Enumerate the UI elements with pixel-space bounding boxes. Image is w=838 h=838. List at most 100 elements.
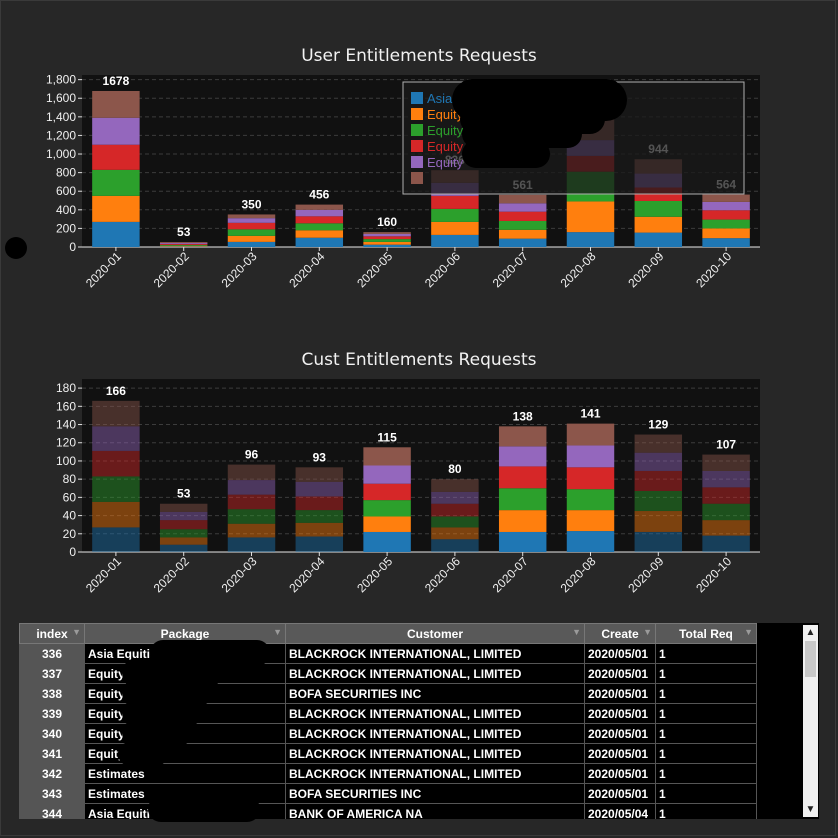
column-header-customer[interactable]: Customer ▼ bbox=[285, 623, 585, 644]
y-tick-label: 80 bbox=[63, 472, 77, 486]
bar-total-label: 115 bbox=[377, 430, 397, 444]
column-header-index[interactable]: index ▼ bbox=[19, 623, 85, 644]
filter-icon[interactable]: ▼ bbox=[643, 627, 652, 637]
bar-segment bbox=[566, 232, 615, 247]
y-tick-label: 160 bbox=[56, 399, 76, 413]
bar-segment bbox=[498, 238, 547, 247]
cell-index: 338 bbox=[19, 683, 85, 704]
cell-customer: BLACKROCK INTERNATIONAL, LIMITED bbox=[285, 643, 585, 664]
redaction-dot bbox=[5, 237, 27, 259]
bar-segment bbox=[363, 233, 411, 237]
bar-segment bbox=[634, 511, 683, 532]
bar-segment bbox=[159, 243, 208, 245]
filter-icon[interactable]: ▼ bbox=[572, 627, 581, 637]
y-tick-label: 100 bbox=[56, 454, 76, 468]
table-row[interactable]: 343 Estimates BOFA SECURITIES INC 2020/05/0… bbox=[19, 783, 757, 804]
bar-segment bbox=[92, 450, 140, 477]
bar-segment bbox=[295, 467, 344, 482]
bar-segment bbox=[431, 195, 479, 209]
bar-segment bbox=[566, 423, 615, 446]
bar-segment bbox=[363, 241, 411, 245]
bar-segment bbox=[498, 510, 547, 532]
bar-segment bbox=[566, 510, 615, 532]
bar-segment bbox=[92, 169, 140, 196]
cell-index: 336 bbox=[19, 643, 85, 664]
cell-package: Equity | bbox=[84, 743, 286, 764]
bar-segment bbox=[363, 232, 411, 234]
cell-create: 2020/05/01 bbox=[584, 763, 656, 784]
bar-segment bbox=[92, 117, 140, 145]
x-tick-label: 2020-08 bbox=[558, 554, 599, 595]
bar-total-label: 350 bbox=[241, 197, 261, 211]
cell-total-req: 1 bbox=[655, 643, 757, 664]
table-row[interactable]: 344 Asia Equities BANK OF AMERICA NA 2020/0… bbox=[19, 803, 757, 819]
bar-segment bbox=[227, 229, 276, 236]
bar-total-label: 107 bbox=[716, 438, 736, 452]
cell-total-req: 1 bbox=[655, 683, 757, 704]
bar-segment bbox=[498, 426, 547, 447]
bar-total-label: 160 bbox=[377, 215, 397, 229]
bar-total-label: 93 bbox=[313, 450, 327, 464]
column-header-package[interactable]: Package ▼ bbox=[84, 623, 286, 644]
bar-segment bbox=[702, 520, 750, 536]
cell-create: 2020/05/04 bbox=[584, 803, 656, 819]
arrow-down-icon[interactable]: ▼ bbox=[805, 804, 816, 815]
redaction-mark bbox=[122, 720, 192, 746]
cell-index: 341 bbox=[19, 743, 85, 764]
bar-segment bbox=[159, 245, 208, 247]
y-tick-label: 200 bbox=[56, 221, 76, 235]
scrollbar-thumb[interactable] bbox=[805, 641, 816, 677]
redaction-mark bbox=[118, 742, 168, 766]
bar-segment bbox=[702, 219, 750, 229]
table-scrollbar[interactable]: ▲ ▼ bbox=[803, 625, 818, 817]
filter-icon[interactable]: ▼ bbox=[273, 627, 282, 637]
bar-segment bbox=[566, 489, 615, 511]
bar-segment bbox=[363, 500, 411, 517]
cell-create: 2020/05/01 bbox=[584, 683, 656, 704]
y-tick-label: 400 bbox=[56, 203, 76, 217]
bar-segment bbox=[431, 527, 479, 540]
cell-create: 2020/05/01 bbox=[584, 703, 656, 724]
bar-total-label: 53 bbox=[177, 225, 191, 239]
bar-segment bbox=[92, 426, 140, 451]
legend-swatch bbox=[411, 172, 423, 184]
bar-segment bbox=[702, 503, 750, 521]
table-row[interactable]: 338 Equity | BOFA SECURITIES INC 2020/05/01… bbox=[19, 683, 757, 704]
bar-segment bbox=[702, 194, 750, 202]
column-header-total-req[interactable]: Total Req ▼ bbox=[655, 623, 757, 644]
x-tick-label: 2020-04 bbox=[286, 554, 327, 595]
bar-total-label: 96 bbox=[245, 448, 259, 462]
filter-icon[interactable]: ▼ bbox=[72, 627, 81, 637]
bar-total-label: 53 bbox=[177, 487, 191, 501]
column-header-create[interactable]: Create ▼ bbox=[584, 623, 656, 644]
redaction-mark bbox=[462, 140, 550, 168]
filter-icon[interactable]: ▼ bbox=[744, 627, 753, 637]
bar-segment bbox=[431, 234, 479, 247]
bar-segment bbox=[498, 531, 547, 552]
bar-segment bbox=[498, 466, 547, 489]
bar-segment bbox=[92, 476, 140, 502]
arrow-up-icon[interactable]: ▲ bbox=[805, 627, 816, 638]
y-tick-label: 40 bbox=[63, 509, 77, 523]
bar-total-label: 138 bbox=[513, 409, 533, 423]
bar-segment bbox=[702, 535, 750, 552]
bar-segment bbox=[227, 218, 276, 223]
bar-segment bbox=[498, 488, 547, 511]
bar-segment bbox=[295, 496, 344, 511]
bar-segment bbox=[92, 90, 140, 118]
bar-segment bbox=[498, 211, 547, 221]
requests-table-container: index ▼ Package ▼ Customer ▼ Create ▼ Total … bbox=[19, 623, 819, 819]
bar-segment bbox=[227, 222, 276, 230]
cell-index: 342 bbox=[19, 763, 85, 784]
legend-swatch bbox=[411, 140, 423, 152]
table-row[interactable]: 342 Estimates BLACKROCK INTERNATIONAL, LIM… bbox=[19, 763, 757, 784]
legend-label: Equity bbox=[427, 155, 464, 170]
bar-segment bbox=[702, 487, 750, 504]
bar-segment bbox=[431, 516, 479, 528]
legend-label: Equity bbox=[427, 123, 464, 138]
cell-customer: BLACKROCK INTERNATIONAL, LIMITED bbox=[285, 703, 585, 724]
y-tick-label: 600 bbox=[56, 184, 76, 198]
bar-segment bbox=[634, 470, 683, 491]
bar-segment bbox=[363, 483, 411, 501]
legend-swatch bbox=[411, 92, 423, 104]
